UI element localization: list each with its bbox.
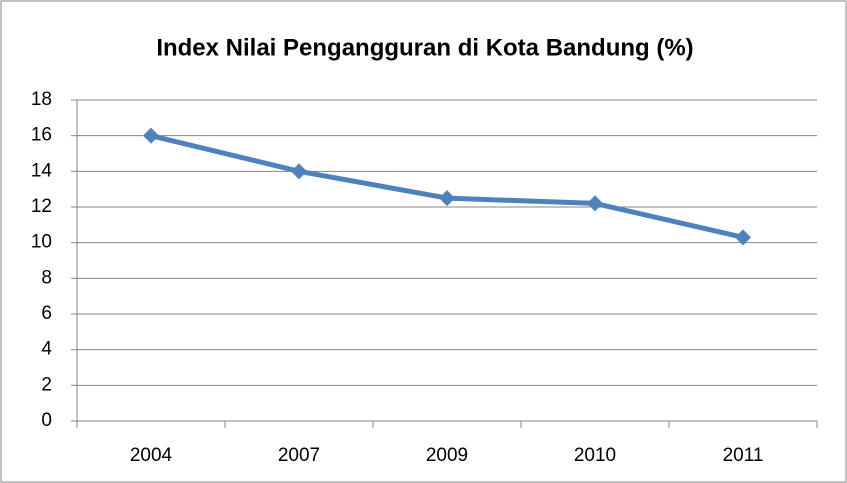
y-tick-label: 6 bbox=[41, 303, 52, 324]
data-marker bbox=[587, 195, 603, 212]
y-tick-label: 18 bbox=[31, 89, 52, 110]
x-tick-label: 2010 bbox=[574, 445, 616, 466]
y-tick-label: 14 bbox=[31, 160, 53, 181]
x-tick-label: 2004 bbox=[130, 445, 173, 466]
data-marker bbox=[439, 190, 455, 207]
y-tick-label: 8 bbox=[41, 267, 52, 288]
y-tick-label: 10 bbox=[31, 232, 52, 253]
y-tick-label: 12 bbox=[31, 196, 52, 217]
y-tick-label: 0 bbox=[41, 410, 52, 431]
x-tick-label: 2007 bbox=[278, 445, 320, 466]
y-tick-label: 2 bbox=[41, 374, 52, 395]
data-marker bbox=[735, 229, 751, 246]
y-tick-label: 4 bbox=[41, 339, 52, 360]
x-tick-label: 2011 bbox=[723, 445, 764, 466]
data-marker bbox=[143, 127, 159, 144]
x-tick-label: 2009 bbox=[426, 445, 468, 466]
data-marker bbox=[291, 163, 307, 180]
chart-title: Index Nilai Pengangguran di Kota Bandung… bbox=[156, 34, 693, 61]
y-tick-label: 16 bbox=[31, 125, 52, 146]
